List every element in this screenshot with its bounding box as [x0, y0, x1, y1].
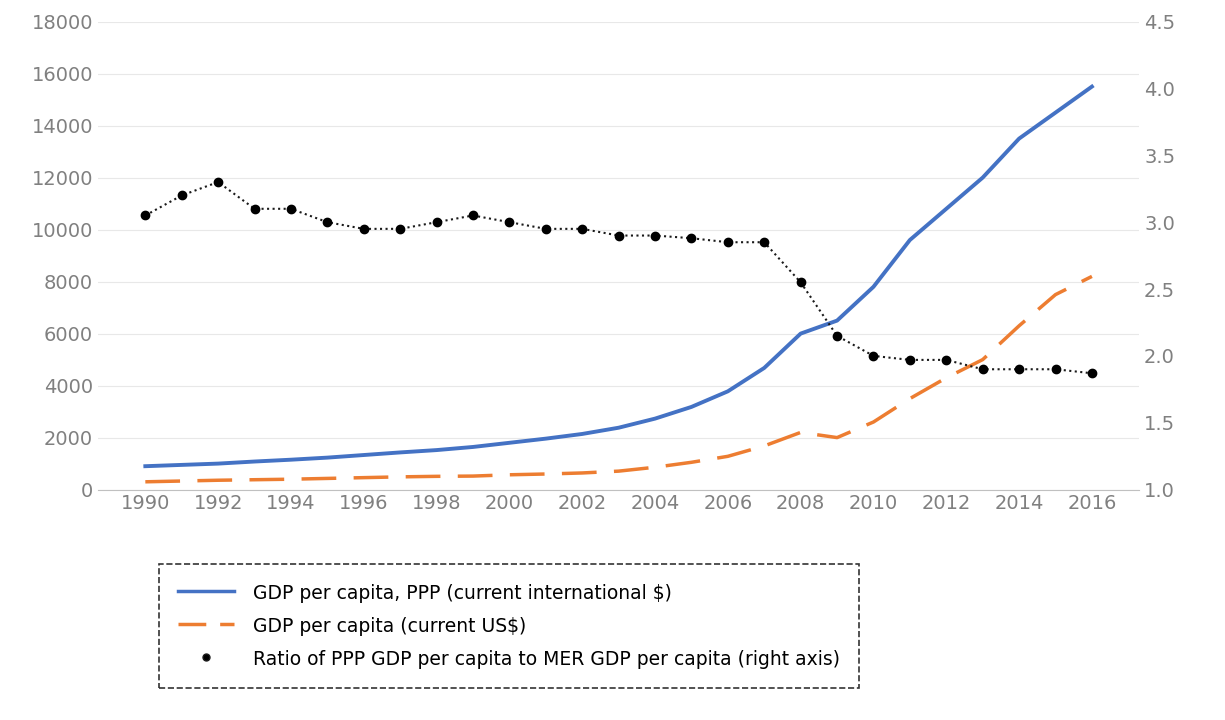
Legend: GDP per capita, PPP (current international $), GDP per capita (current US$), Rat: GDP per capita, PPP (current internation… — [159, 564, 859, 688]
